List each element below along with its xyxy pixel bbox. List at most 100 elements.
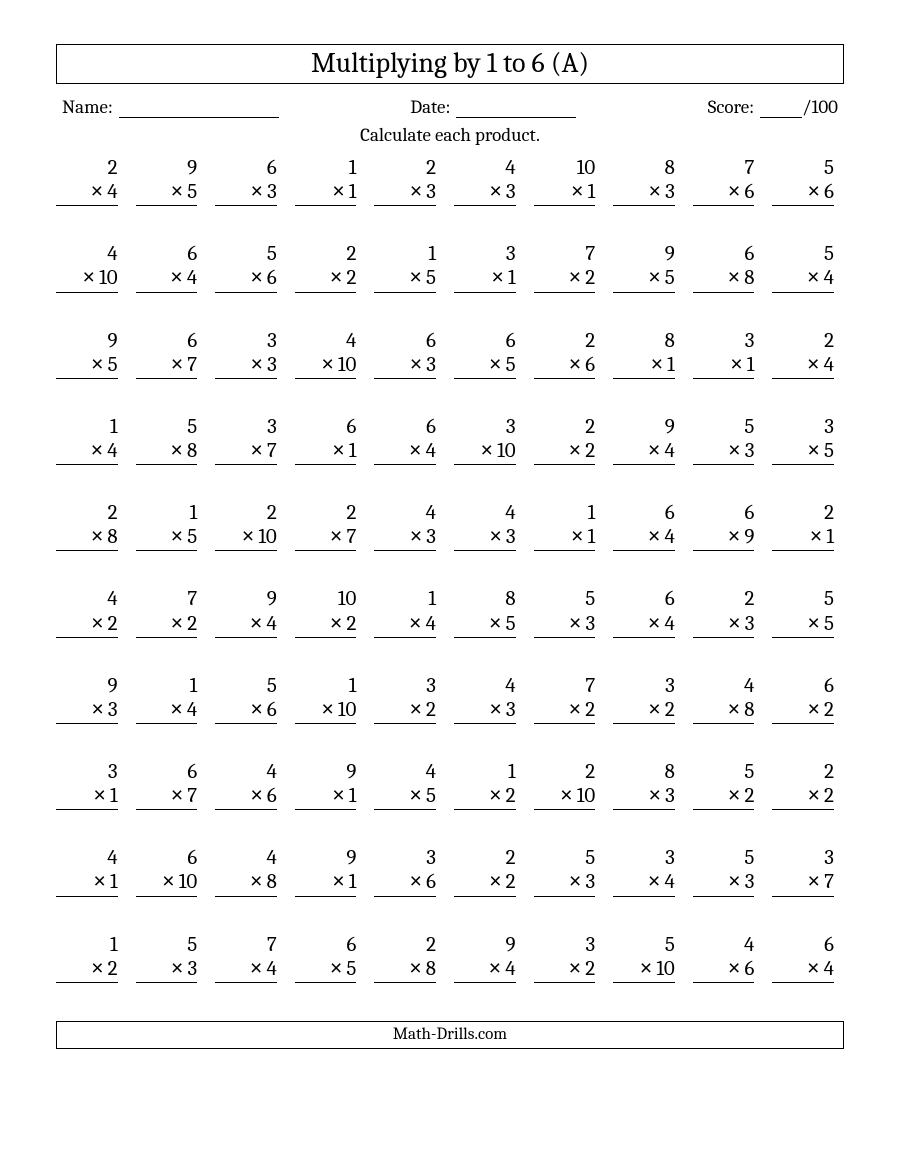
multiplication-problem: 7× 6 [693,156,765,206]
multiplication-problem: 9× 4 [613,415,685,465]
multiplier-row: × 4 [772,957,834,983]
date-blank[interactable] [456,100,576,118]
multiplier-row: × 3 [534,870,596,896]
score-field: Score: /100 [708,96,838,118]
multiplication-problem: 6× 2 [772,674,844,724]
multiplier-row: × 4 [613,439,675,465]
multiplier-row: × 8 [56,525,118,551]
multiplier-row: × 2 [772,784,834,810]
multiplicand: 6 [374,415,436,439]
multiplication-problem: 1× 1 [295,156,367,206]
multiplicand: 6 [136,846,198,870]
multiplication-problem: 1× 2 [454,760,526,810]
multiplier-row: × 8 [374,957,436,983]
multiplication-problem: 2× 2 [772,760,844,810]
multiplier-row: × 3 [613,784,675,810]
multiplicand: 1 [136,501,198,525]
multiplicand: 6 [374,329,436,353]
multiplicand: 2 [295,242,357,266]
multiplicand: 7 [534,674,596,698]
page-title: Multiplying by 1 to 6 (A) [311,47,589,79]
multiplication-problem: 7× 2 [534,674,606,724]
title-box: Multiplying by 1 to 6 (A) [56,44,844,84]
multiplier-row: × 2 [56,957,118,983]
multiplication-problem: 2× 4 [56,156,128,206]
multiplicand: 10 [295,587,357,611]
multiplier-row: × 5 [136,525,198,551]
multiplier-row: × 5 [374,784,436,810]
multiplication-problem: 1× 4 [56,415,128,465]
multiplicand: 5 [772,156,834,180]
multiplication-problem: 10× 2 [295,587,367,637]
multiplier-row: × 7 [215,439,277,465]
multiplicand: 2 [374,933,436,957]
multiplication-problem: 9× 1 [295,760,367,810]
multiplier-row: × 3 [454,180,516,206]
multiplication-problem: 2× 3 [693,587,765,637]
multiplication-problem: 4× 6 [693,933,765,983]
multiplicand: 3 [454,242,516,266]
multiplicand: 9 [295,760,357,784]
multiplier-row: × 2 [534,439,596,465]
name-label: Name: [62,96,113,118]
multiplicand: 1 [374,587,436,611]
multiplicand: 1 [295,674,357,698]
multiplicand: 6 [772,674,834,698]
multiplicand: 3 [772,415,834,439]
multiplicand: 2 [374,156,436,180]
multiplicand: 6 [693,242,755,266]
multiplicand: 10 [534,156,596,180]
multiplication-problem: 2× 1 [772,501,844,551]
multiplication-problem: 6× 5 [295,933,367,983]
multiplier-row: × 2 [454,870,516,896]
multiplier-row: × 1 [613,353,675,379]
multiplication-problem: 9× 5 [136,156,208,206]
multiplication-problem: 2× 2 [295,242,367,292]
name-blank[interactable] [119,100,279,118]
multiplier-row: × 5 [136,180,198,206]
multiplier-row: × 3 [374,353,436,379]
multiplication-problem: 5× 3 [693,846,765,896]
multiplication-problem: 2× 4 [772,329,844,379]
multiplicand: 3 [772,846,834,870]
score-total: /100 [802,96,838,118]
multiplier-row: × 4 [374,612,436,638]
multiplication-problem: 6× 10 [136,846,208,896]
multiplicand: 3 [454,415,516,439]
footer-text: Math-Drills.com [393,1025,507,1044]
multiplication-problem: 8× 1 [613,329,685,379]
multiplicand: 2 [534,415,596,439]
multiplicand: 6 [215,156,277,180]
multiplicand: 9 [215,587,277,611]
date-label: Date: [410,96,450,118]
multiplication-problem: 4× 8 [215,846,287,896]
multiplication-problem: 6× 4 [374,415,446,465]
instruction-text: Calculate each product. [56,124,844,146]
multiplication-problem: 5× 10 [613,933,685,983]
multiplication-problem: 5× 8 [136,415,208,465]
multiplicand: 4 [56,242,118,266]
multiplicand: 3 [215,329,277,353]
multiplier-row: × 10 [295,698,357,724]
multiplier-row: × 2 [534,957,596,983]
multiplicand: 2 [454,846,516,870]
multiplicand: 5 [693,760,755,784]
multiplicand: 5 [136,933,198,957]
multiplicand: 4 [454,156,516,180]
multiplier-row: × 1 [295,870,357,896]
multiplicand: 1 [374,242,436,266]
multiplication-problem: 3× 3 [215,329,287,379]
multiplication-problem: 7× 4 [215,933,287,983]
multiplication-problem: 5× 3 [693,415,765,465]
multiplication-problem: 1× 10 [295,674,367,724]
multiplicand: 5 [693,415,755,439]
multiplicand: 3 [613,674,675,698]
multiplication-problem: 9× 1 [295,846,367,896]
multiplication-problem: 5× 6 [215,242,287,292]
multiplication-problem: 10× 1 [534,156,606,206]
multiplier-row: × 4 [56,180,118,206]
multiplication-problem: 9× 5 [56,329,128,379]
score-blank[interactable] [760,100,802,118]
multiplicand: 5 [534,587,596,611]
multiplication-problem: 1× 4 [136,674,208,724]
